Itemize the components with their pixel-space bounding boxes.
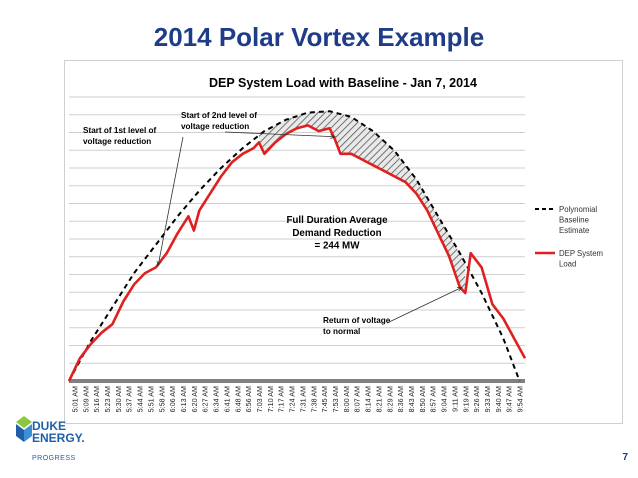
x-tick-label: 5:30 AM (114, 386, 123, 412)
annotation-text: to normal (323, 327, 360, 336)
x-tick-label: 8:29 AM (385, 386, 394, 412)
x-tick-label: 8:36 AM (396, 386, 405, 412)
x-tick-label: 5:01 AM (70, 386, 79, 412)
annotation-text: Demand Reduction (292, 228, 381, 239)
annotation-arrowhead (156, 261, 162, 268)
chart-title: DEP System Load with Baseline - Jan 7, 2… (209, 76, 477, 90)
x-tick-label: 9:47 AM (505, 386, 514, 412)
series-dep-system-load (67, 124, 527, 382)
x-tick-label: 5:16 AM (92, 386, 101, 412)
annotation-text: Start of 1st level of (83, 126, 157, 135)
x-tick-label: 9:33 AM (483, 386, 492, 412)
x-axis-ticks: 5:01 AM 5:09 AM 5:16 AM 5:23 AM 5:30 AM 5:37 … (70, 386, 524, 412)
logo-wordmark: DUKE ENERGY. (32, 420, 85, 444)
x-tick-label: 7:38 AM (309, 386, 318, 412)
x-tick-label: 7:03 AM (255, 386, 264, 412)
x-tick-label: 9:40 AM (494, 386, 503, 412)
logo-line1: DUKE (32, 419, 67, 433)
annotation-arrowhead (456, 286, 463, 292)
x-tick-label: 6:06 AM (168, 386, 177, 412)
x-tick-label: 6:20 AM (190, 386, 199, 412)
chart-annotations: Start of 1st level of voltage reduction St… (83, 111, 463, 336)
annotation-text: Return of voltage (323, 316, 391, 325)
annotation-arrow (386, 286, 463, 324)
series-polynomial-baseline (68, 110, 521, 382)
x-tick-label: 6:34 AM (212, 386, 221, 412)
x-tick-label: 8:43 AM (407, 386, 416, 412)
x-tick-label: 5:44 AM (136, 386, 145, 412)
logo-mark-icon (16, 416, 32, 442)
chart-container: DEP System Load with Baseline - Jan 7, 2… (64, 60, 623, 424)
annotation-text: = 244 MW (315, 241, 361, 252)
chart-svg: DEP System Load with Baseline - Jan 7, 2… (67, 76, 603, 412)
demand-reduction-area (259, 111, 466, 293)
x-tick-label: 6:56 AM (244, 386, 253, 412)
x-tick-label: 6:13 AM (179, 386, 188, 412)
logo-line2: ENERGY. (32, 431, 85, 445)
duke-energy-logo (14, 416, 124, 472)
chart-series (67, 110, 527, 382)
x-tick-label: 9:54 AM (516, 386, 525, 412)
x-tick-label: 6:27 AM (201, 386, 210, 412)
annotation-arrow (157, 136, 184, 267)
x-tick-label: 5:23 AM (103, 386, 112, 412)
x-tick-label: 7:17 AM (277, 386, 286, 412)
x-tick-label: 8:21 AM (374, 386, 383, 412)
legend-label-baseline: Baseline (559, 216, 589, 225)
x-tick-label: 7:45 AM (320, 386, 329, 412)
x-tick-label: 9:11 AM (450, 386, 459, 412)
legend-label-load: DEP System (559, 249, 603, 258)
x-tick-label: 6:48 AM (233, 386, 242, 412)
x-tick-label: 7:31 AM (298, 386, 307, 412)
x-tick-label: 5:09 AM (81, 386, 90, 412)
x-tick-label: 8:50 AM (418, 386, 427, 412)
x-tick-label: 6:41 AM (222, 386, 231, 412)
x-tick-label: 8:00 AM (342, 386, 351, 412)
x-tick-label: 8:07 AM (353, 386, 362, 412)
logo-subtitle: PROGRESS (32, 455, 76, 462)
annotation-text: voltage reduction (181, 122, 249, 131)
legend-label-baseline: Polynomial (559, 205, 597, 214)
page-number: 7 (622, 452, 628, 463)
annotation-text: Start of 2nd level of (181, 111, 257, 120)
x-tick-label: 7:24 AM (288, 386, 297, 412)
x-tick-label: 8:57 AM (429, 386, 438, 412)
slide-title: 2014 Polar Vortex Example (153, 22, 485, 52)
x-tick-label: 9:26 AM (472, 386, 481, 412)
annotation-text: Full Duration Average (286, 215, 388, 226)
x-tick-label: 9:19 AM (461, 386, 470, 412)
x-tick-label: 5:51 AM (146, 386, 155, 412)
x-tick-label: 7:10 AM (266, 386, 275, 412)
x-tick-label: 7:53 AM (331, 386, 340, 412)
annotation-arrowhead (330, 134, 337, 139)
legend-label-baseline: Estimate (559, 226, 589, 235)
x-tick-label: 8:14 AM (364, 386, 373, 412)
annotation-text: voltage reduction (83, 137, 151, 146)
hatched-reduction-area (259, 111, 466, 293)
x-tick-label: 5:58 AM (157, 386, 166, 412)
x-tick-label: 9:04 AM (440, 386, 449, 412)
x-tick-label: 5:37 AM (125, 386, 134, 412)
legend-label-load: Load (559, 260, 576, 269)
annotation-arrow (224, 131, 336, 138)
